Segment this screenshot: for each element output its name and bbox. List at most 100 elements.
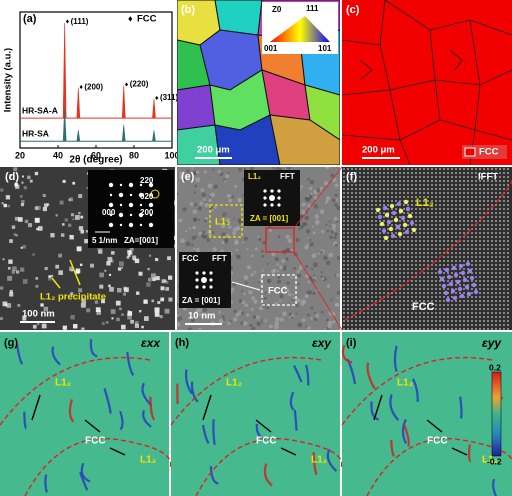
atom-column	[438, 175, 442, 179]
atom-column	[502, 275, 506, 279]
atom-column	[482, 191, 486, 195]
atom-column	[490, 215, 494, 219]
atom-column	[410, 235, 414, 239]
atom-column	[458, 199, 462, 203]
atom-column	[438, 183, 442, 187]
atom-column	[382, 167, 386, 171]
lattice-texture	[311, 253, 317, 259]
atom-column	[366, 175, 370, 179]
precipitate-particle	[173, 200, 175, 205]
lattice-texture	[301, 318, 306, 322]
panel-label: (i)	[346, 337, 357, 349]
precipitate-particle	[109, 273, 112, 276]
lattice-texture	[251, 326, 256, 330]
fcc-atom	[471, 282, 477, 288]
atom-column	[434, 207, 438, 211]
atom-column	[362, 199, 366, 203]
precipitate-particle	[111, 317, 114, 320]
atom-column	[354, 167, 358, 171]
atom-column	[458, 323, 462, 327]
lattice-texture	[285, 248, 289, 252]
atom-column	[498, 323, 502, 327]
atom-column	[506, 291, 510, 295]
atom-column	[502, 195, 506, 199]
atom-column	[470, 303, 474, 307]
atom-column	[442, 183, 446, 187]
lattice-texture	[187, 327, 192, 330]
atom-column	[342, 251, 346, 255]
atom-column	[478, 271, 482, 275]
atom-column	[418, 291, 422, 295]
atom-column	[426, 303, 430, 307]
atom-column	[370, 323, 374, 327]
atom-column	[406, 247, 410, 251]
atom-column	[486, 183, 490, 187]
atom-column	[482, 263, 486, 267]
atom-column	[426, 319, 430, 323]
atom-column	[462, 247, 466, 251]
atom-column	[462, 191, 466, 195]
atom-column	[386, 175, 390, 179]
atom-column	[450, 167, 454, 171]
lattice-texture	[198, 313, 203, 317]
precipitate-particle	[50, 233, 55, 238]
precipitate-particle	[96, 310, 101, 315]
atom-column	[378, 203, 382, 207]
atom-column	[370, 187, 374, 191]
atom-column	[426, 267, 430, 271]
atom-column	[430, 235, 434, 239]
arrow	[255, 419, 272, 433]
panel-label: (a)	[23, 13, 37, 25]
atom-column	[406, 219, 410, 223]
atom-column	[486, 311, 490, 315]
atom-column	[342, 219, 346, 223]
atom-column	[378, 263, 382, 267]
atom-column	[358, 323, 362, 327]
atom-column	[430, 259, 434, 263]
precipitate-particle	[115, 300, 121, 306]
atom-column	[378, 303, 382, 307]
precipitate-particle	[168, 297, 173, 302]
atom-column	[502, 283, 506, 287]
lattice-texture	[191, 235, 196, 241]
atom-column	[502, 199, 506, 203]
atom-column	[478, 167, 482, 171]
atom-column	[458, 231, 462, 235]
atom-column	[478, 255, 482, 259]
atom-column	[454, 311, 458, 315]
atom-column	[370, 231, 374, 235]
atom-column	[434, 211, 438, 215]
atom-column	[486, 203, 490, 207]
atom-column	[430, 183, 434, 187]
atom-column	[502, 207, 506, 211]
peak	[152, 99, 156, 119]
atom-column	[362, 315, 366, 319]
atom-column	[502, 255, 506, 259]
fft-label: FFT	[280, 172, 295, 181]
atom-column	[354, 291, 358, 295]
lattice-texture	[304, 245, 309, 250]
atom-column	[470, 279, 474, 283]
atom-column	[358, 187, 362, 191]
lattice-texture	[177, 193, 180, 196]
lattice-texture	[243, 321, 248, 326]
atom-column	[482, 203, 486, 207]
atom-column	[478, 203, 482, 207]
atom-column	[422, 303, 426, 307]
atom-column	[498, 251, 502, 255]
atom-column	[470, 219, 474, 223]
precipitate-particle	[69, 235, 74, 240]
atom-column	[418, 223, 422, 227]
lattice-texture	[299, 299, 302, 302]
precipitate-particle	[130, 319, 134, 324]
atom-column	[414, 255, 418, 259]
precipitate-particle	[167, 256, 171, 261]
atom-column	[498, 167, 502, 171]
atom-column	[454, 291, 458, 295]
atom-column	[454, 263, 458, 267]
lattice-texture	[276, 269, 280, 273]
atom-column	[474, 203, 478, 207]
atom-column	[490, 311, 494, 315]
atom-column	[434, 263, 438, 267]
atom-column	[450, 207, 454, 211]
